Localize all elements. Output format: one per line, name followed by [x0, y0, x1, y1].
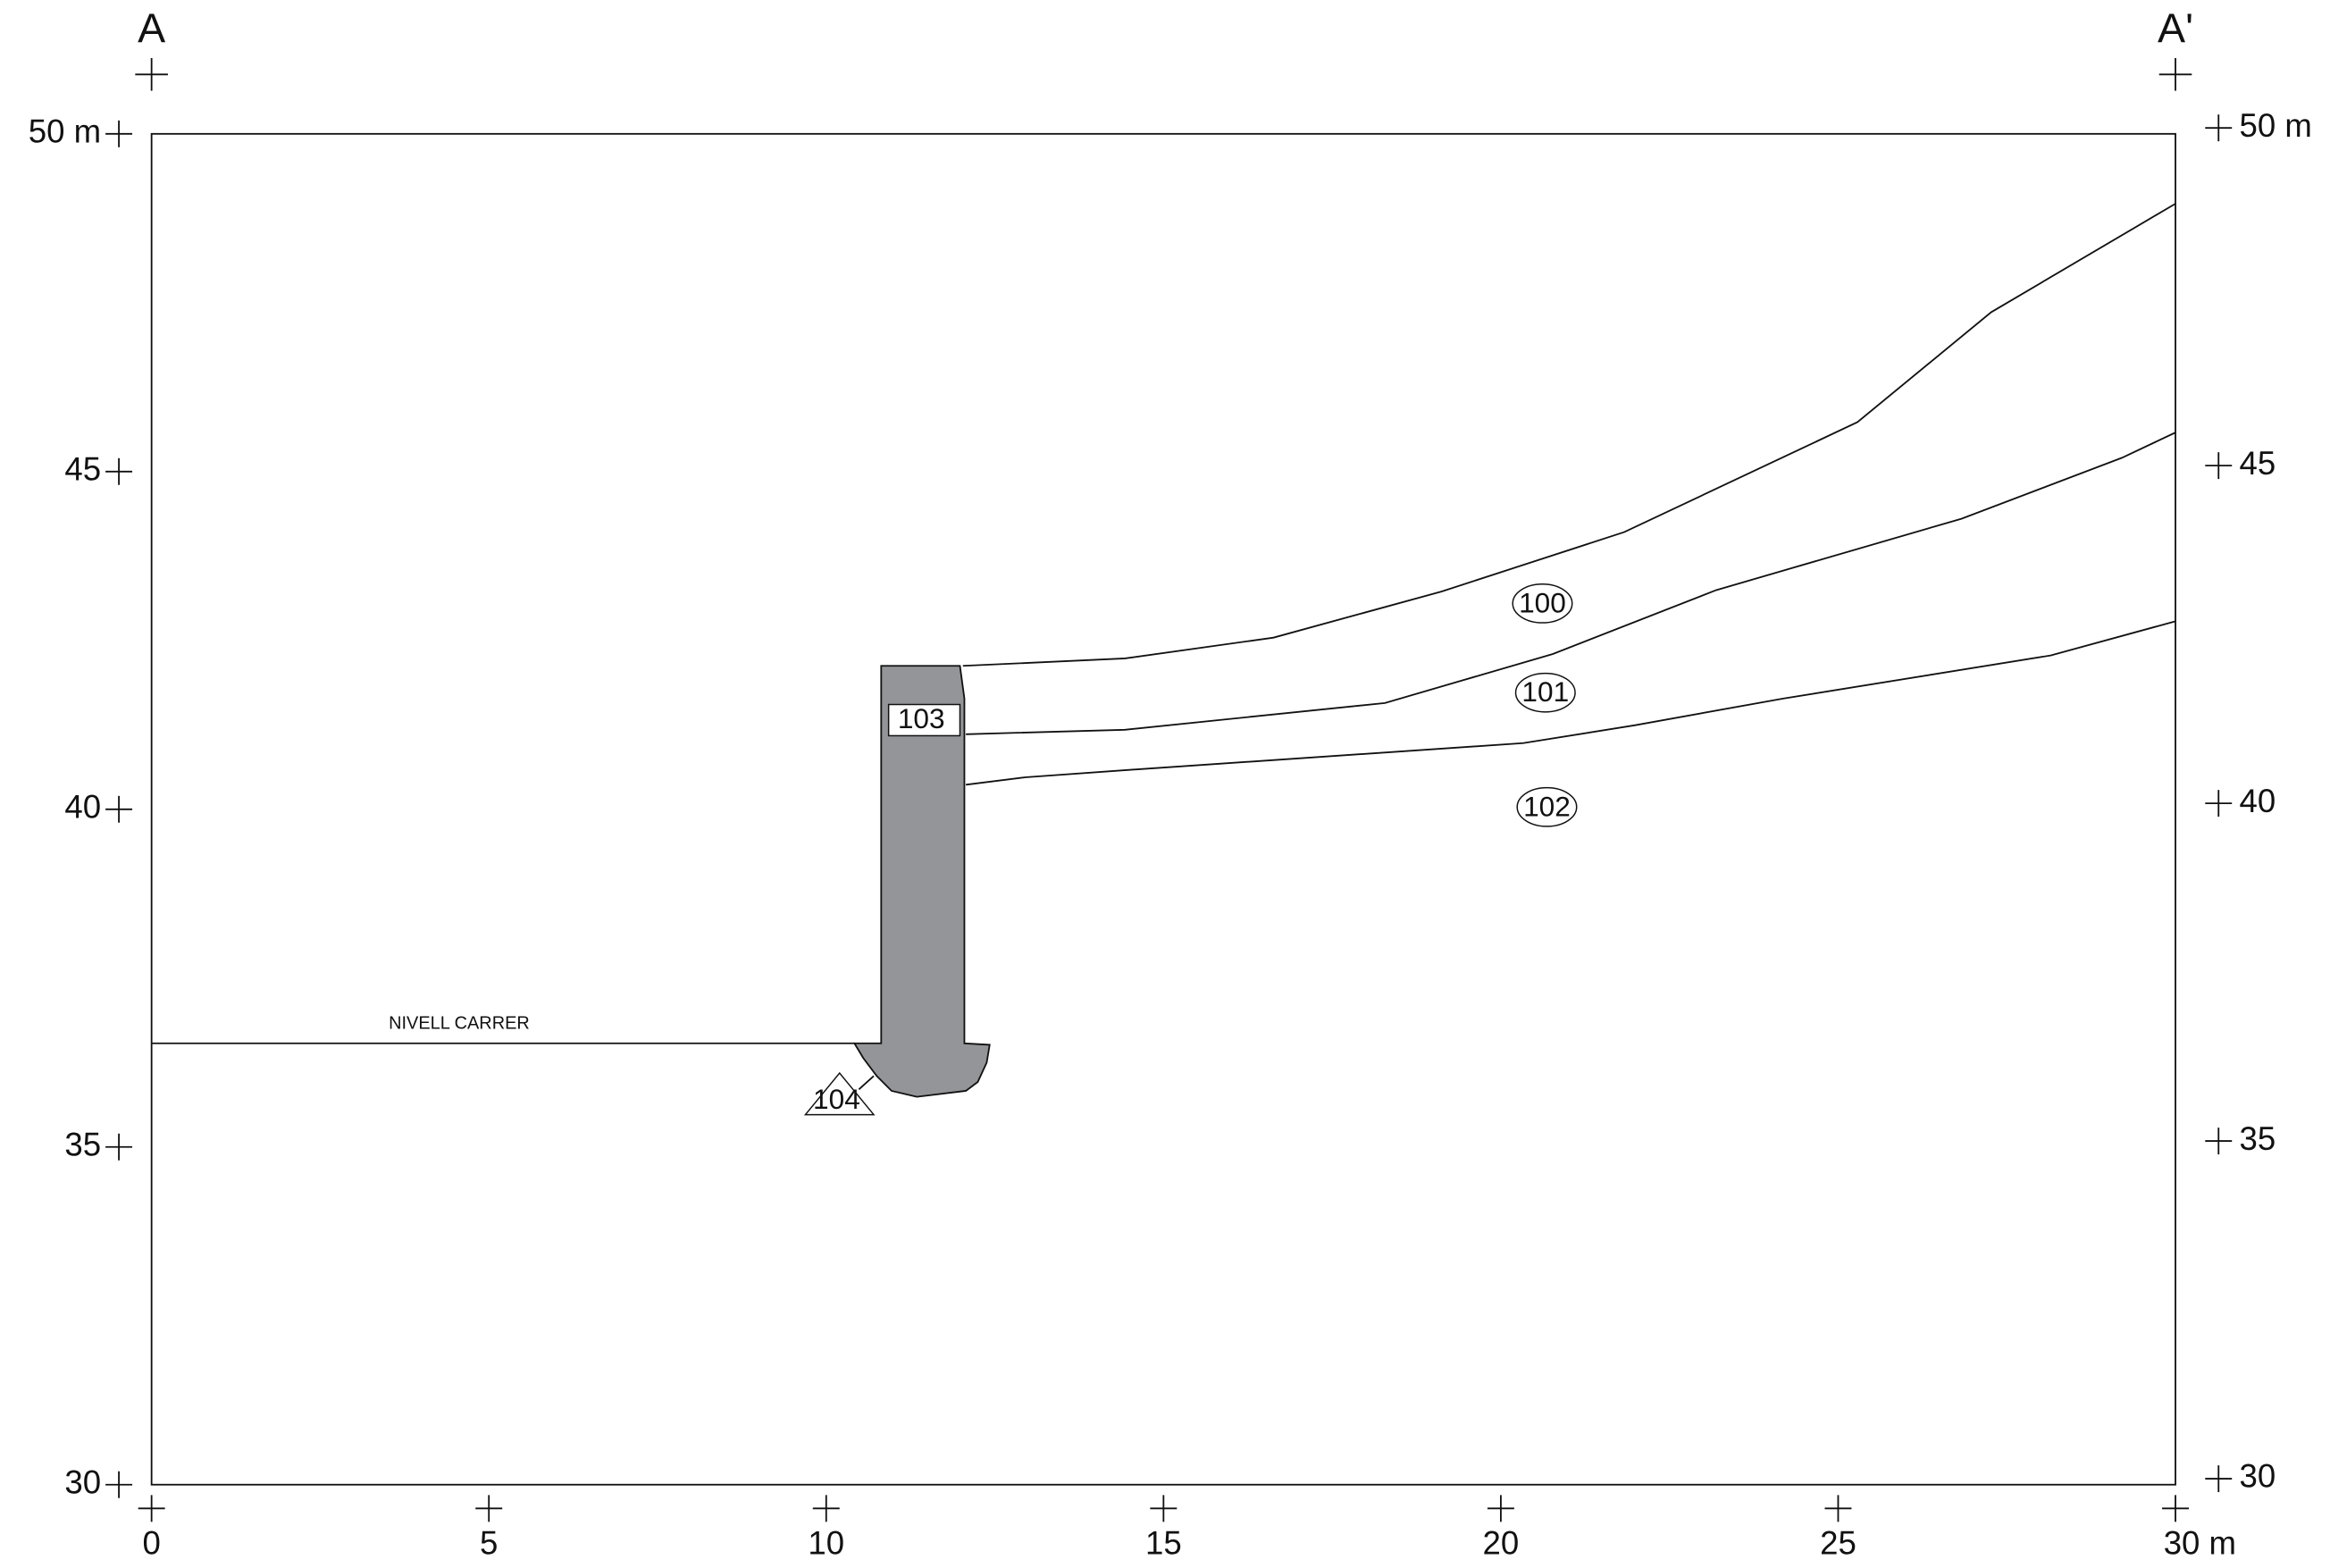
section-end-label: A': [2158, 4, 2193, 51]
layer-boundary: [962, 203, 2176, 667]
wall: [852, 665, 991, 1098]
y-tick-label: 45: [2240, 445, 2276, 482]
unit-label: 100: [1519, 586, 1566, 618]
unit-marker: [1512, 583, 1573, 624]
x-tick-label: 0: [142, 1525, 160, 1562]
x-tick-label: 30 m: [2164, 1525, 2236, 1562]
unit-marker: [1516, 786, 1578, 827]
leader-line: [858, 1075, 875, 1090]
y-tick-label: 50 m: [29, 113, 101, 149]
y-tick-label: 40: [64, 788, 101, 825]
y-tick-label: 40: [2240, 783, 2276, 819]
unit-label: 101: [1521, 675, 1569, 708]
unit-label: 103: [898, 702, 945, 734]
street-level-label: NIVELL CARRER: [389, 1013, 530, 1033]
x-tick-label: 10: [808, 1525, 844, 1562]
x-tick-label: 5: [480, 1525, 498, 1562]
y-tick-label: 45: [64, 450, 101, 487]
y-tick-label: 35: [2240, 1120, 2276, 1157]
unit-label: 104: [813, 1083, 860, 1115]
y-tick-label: 30: [64, 1463, 101, 1500]
y-tick-label: 50 m: [2240, 107, 2312, 144]
unit-marker: [1514, 672, 1576, 713]
x-tick-label: 25: [1820, 1525, 1856, 1562]
unit-marker: [887, 703, 961, 737]
layer-boundary: [966, 432, 2176, 735]
unit-marker: [803, 1071, 876, 1116]
y-tick-label: 35: [64, 1126, 101, 1162]
y-tick-label: 30: [2240, 1458, 2276, 1495]
x-tick-label: 20: [1483, 1525, 1520, 1562]
layer-boundary: [966, 620, 2176, 786]
frame: [150, 132, 2176, 1486]
x-tick-label: 15: [1145, 1525, 1182, 1562]
unit-label: 102: [1523, 790, 1571, 822]
section-start-label: A: [138, 4, 165, 51]
